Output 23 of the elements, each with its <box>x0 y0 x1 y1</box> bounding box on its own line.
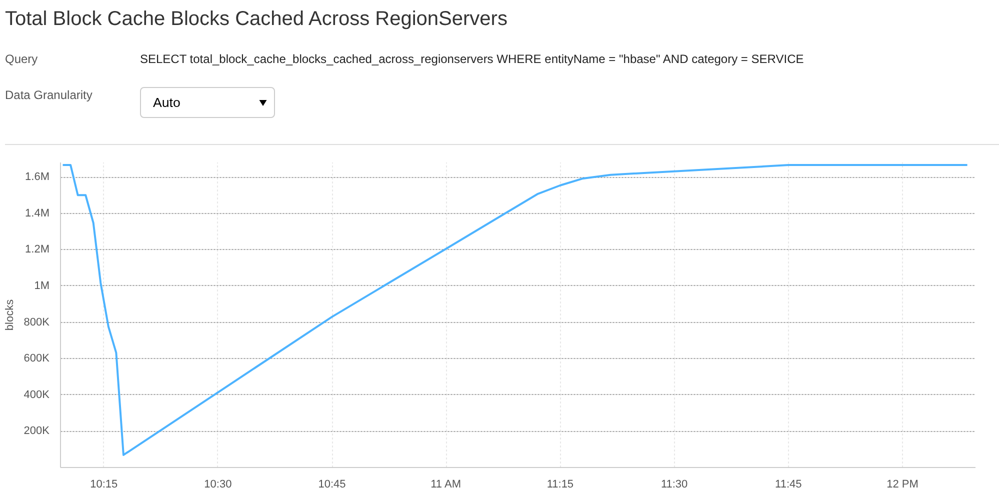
x-tick-label: 11:30 <box>660 478 688 490</box>
y-tick-label: 1.4M <box>25 207 50 220</box>
text: Data Granularity <box>5 88 92 102</box>
y-tick-label: 200K <box>24 425 50 438</box>
x-tick-label: 11 AM <box>430 478 462 490</box>
y-tick-label: 1.2M <box>25 244 50 256</box>
text: Query <box>5 52 38 66</box>
y-tick-label: 600K <box>24 352 50 365</box>
y-tick-label: 800K <box>24 316 50 328</box>
x-tick-label: 11:15 <box>546 478 574 490</box>
line-series <box>62 164 968 456</box>
x-tick-label: 10:45 <box>318 478 346 490</box>
y-axis-title: blocks <box>4 298 16 331</box>
x-tick-label: 11:45 <box>775 478 802 490</box>
y-tick-label: 1M <box>34 280 50 292</box>
chart-title: Total Block Cache Blocks Cached Across RegionServers <box>5 7 508 32</box>
text: SELECT total_block_cache_blocks_cached_across_regionservers WHERE entityName = "hbase" AND category = SERVICE <box>140 52 804 66</box>
y-tick-label: 400K <box>24 388 50 401</box>
x-tick-label: 10:30 <box>204 478 232 490</box>
x-tick-label: 12 PM <box>886 478 918 490</box>
y-tick-label: 1.6M <box>25 171 50 184</box>
x-tick-label: 10:15 <box>90 478 118 490</box>
text: Auto <box>140 87 275 118</box>
